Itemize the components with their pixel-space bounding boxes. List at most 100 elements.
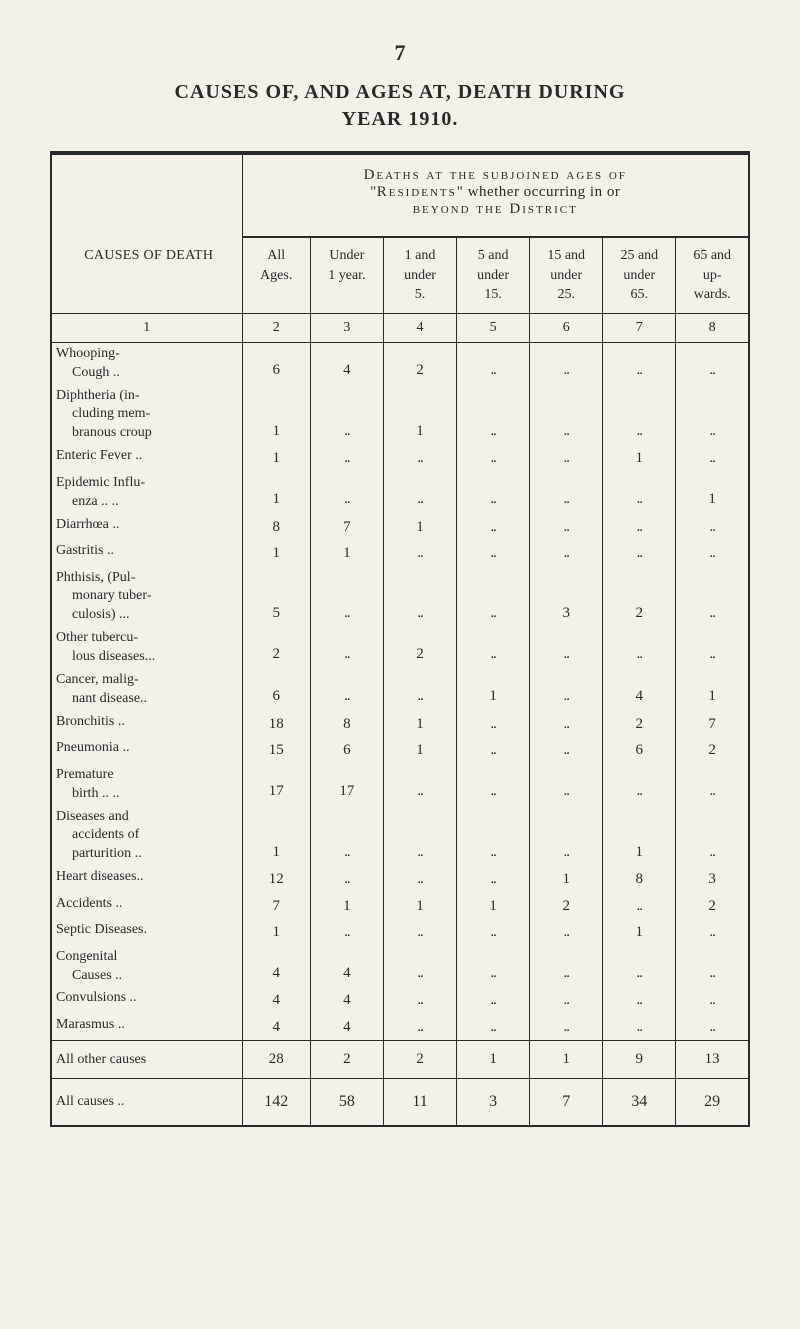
data-cell: .. <box>676 514 749 541</box>
data-cell: .. <box>310 472 383 514</box>
table-row: CongenitalCauses ..44.......... <box>51 946 749 988</box>
data-cell: .. <box>457 385 530 446</box>
causes-of-death-label: CAUSES OF DEATH <box>51 237 242 313</box>
cause-text-line: Epidemic Influ- <box>56 474 240 493</box>
col-header-under-25: 15 and under 25. <box>530 237 603 313</box>
data-cell: 4 <box>310 342 383 384</box>
data-cell: 2 <box>676 737 749 764</box>
data-cell: .. <box>676 946 749 988</box>
data-cell: 15 <box>242 737 310 764</box>
table-row: Other tubercu-lous diseases...2..2......… <box>51 627 749 669</box>
cause-text-line: parturition .. <box>56 845 240 864</box>
table-row: Whooping-Cough ..642........ <box>51 342 749 384</box>
other-val-4: 1 <box>530 1041 603 1079</box>
page-number: 7 <box>50 40 750 66</box>
table-row: Convulsions ..44.......... <box>51 987 749 1014</box>
table-row: Diarrhœa ..871........ <box>51 514 749 541</box>
data-cell: 8 <box>242 514 310 541</box>
table-row: Prematurebirth .. ..1717.......... <box>51 764 749 806</box>
total-val-6: 29 <box>676 1079 749 1127</box>
data-cell: 1 <box>242 445 310 472</box>
table-header-block: Deaths at the subjoined ages of "Residen… <box>242 153 749 237</box>
data-cell: .. <box>676 540 749 567</box>
data-cell: .. <box>383 669 456 711</box>
idx-1: 1 <box>51 313 242 342</box>
cause-cell: Septic Diseases. <box>51 919 242 946</box>
cause-text-line: Cough .. <box>56 364 240 383</box>
total-val-1: 58 <box>310 1079 383 1127</box>
data-cell: .. <box>383 567 456 628</box>
data-cell: 1 <box>242 919 310 946</box>
data-cell: .. <box>530 445 603 472</box>
cause-cell: Diseases andaccidents ofparturition .. <box>51 806 242 867</box>
data-cell: .. <box>310 385 383 446</box>
data-cell: 1 <box>310 540 383 567</box>
cause-cell: Gastritis .. <box>51 540 242 567</box>
all-other-causes-label: All other causes <box>51 1041 242 1079</box>
cause-text-line: Bronchitis .. <box>56 713 240 732</box>
data-cell: .. <box>530 987 603 1014</box>
data-cell: .. <box>383 806 456 867</box>
data-cell: .. <box>457 445 530 472</box>
data-cell: .. <box>530 946 603 988</box>
data-cell: .. <box>676 919 749 946</box>
data-cell: 1 <box>603 806 676 867</box>
table-row: Phthisis, (Pul-monary tuber-culosis) ...… <box>51 567 749 628</box>
cause-text-line: nant disease.. <box>56 690 240 709</box>
data-cell: 4 <box>242 1014 310 1041</box>
data-cell: 3 <box>530 567 603 628</box>
cause-text-line: Diarrhœa .. <box>56 516 240 535</box>
header-line3: beyond the District <box>263 201 729 218</box>
cause-text-line: Septic Diseases. <box>56 921 240 940</box>
data-cell: 4 <box>242 946 310 988</box>
cause-cell: Pneumonia .. <box>51 737 242 764</box>
cause-cell: Other tubercu-lous diseases... <box>51 627 242 669</box>
data-cell: 1 <box>383 893 456 920</box>
data-cell: .. <box>457 1014 530 1041</box>
header-line1: Deaths at the subjoined ages of <box>263 167 729 184</box>
cause-text-line: Phthisis, (Pul- <box>56 569 240 588</box>
data-cell: .. <box>676 567 749 628</box>
data-cell: 4 <box>310 987 383 1014</box>
cause-cell: Marasmus .. <box>51 1014 242 1041</box>
idx-7: 7 <box>603 313 676 342</box>
cause-cell: Epidemic Influ-enza .. .. <box>51 472 242 514</box>
cause-text-line: cluding mem- <box>56 405 240 424</box>
col-header-all-ages: All Ages. <box>242 237 310 313</box>
data-cell: 2 <box>383 342 456 384</box>
data-cell: 1 <box>383 385 456 446</box>
data-cell: 1 <box>603 919 676 946</box>
data-cell: .. <box>457 627 530 669</box>
data-cell: 17 <box>310 764 383 806</box>
total-val-2: 11 <box>383 1079 456 1127</box>
col-header-under-15: 5 and under 15. <box>457 237 530 313</box>
cause-text-line: lous diseases... <box>56 648 240 667</box>
data-cell: .. <box>603 342 676 384</box>
data-cell: .. <box>457 946 530 988</box>
data-cell: 2 <box>603 567 676 628</box>
cause-cell: Whooping-Cough .. <box>51 342 242 384</box>
cause-text-line: monary tuber- <box>56 587 240 606</box>
data-cell: 1 <box>242 472 310 514</box>
data-cell: .. <box>457 342 530 384</box>
total-val-4: 7 <box>530 1079 603 1127</box>
data-cell: .. <box>457 737 530 764</box>
data-cell: 2 <box>383 627 456 669</box>
cause-cell: Diphtheria (in-cluding mem-branous croup <box>51 385 242 446</box>
cause-cell: Accidents .. <box>51 893 242 920</box>
data-cell: .. <box>530 669 603 711</box>
cause-cell: Bronchitis .. <box>51 711 242 738</box>
data-cell: 1 <box>676 669 749 711</box>
data-cell: .. <box>457 711 530 738</box>
data-cell: 8 <box>603 866 676 893</box>
data-cell: .. <box>530 806 603 867</box>
table-row: Pneumonia ..1561....62 <box>51 737 749 764</box>
cause-cell: Diarrhœa .. <box>51 514 242 541</box>
data-cell: .. <box>383 919 456 946</box>
data-cell: 7 <box>310 514 383 541</box>
other-val-1: 2 <box>310 1041 383 1079</box>
data-cell: .. <box>457 472 530 514</box>
cause-text-line: Diphtheria (in- <box>56 387 240 406</box>
cause-cell: Enteric Fever .. <box>51 445 242 472</box>
data-cell: 1 <box>457 669 530 711</box>
